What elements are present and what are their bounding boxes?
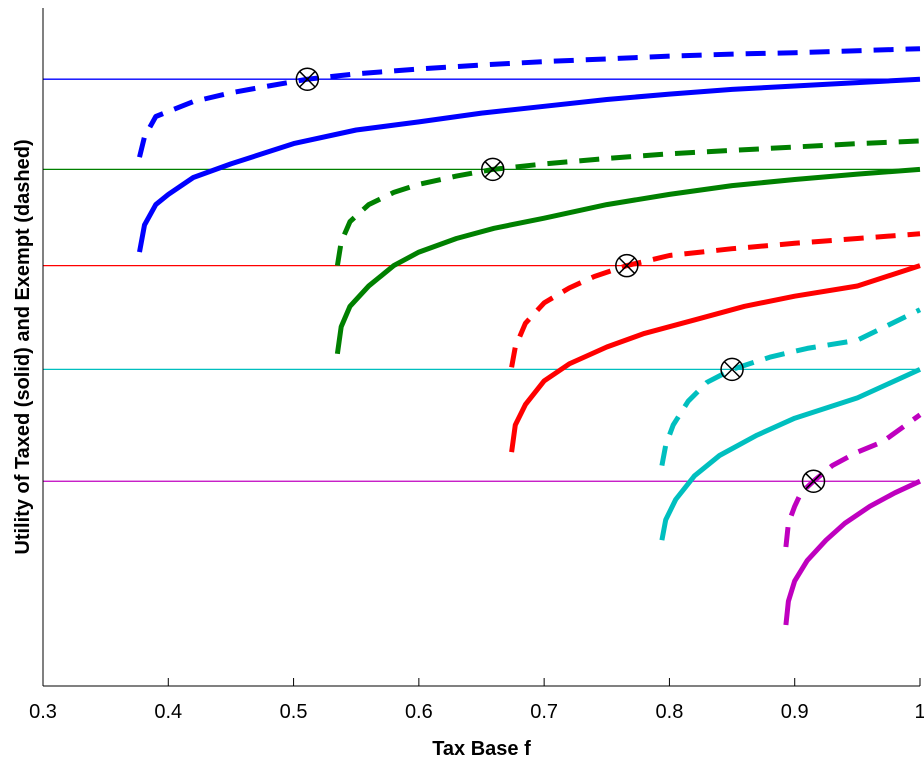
exempt-dashed-curve-1: [137, 46, 921, 158]
exempt-dashed-curve-4: [659, 307, 922, 467]
axes: 0.3 0.4 0.5 0.6 0.7 0.8 0.9 1: [29, 8, 924, 723]
x-tick-label: 0.5: [280, 701, 308, 723]
taxed-solid-curve-3: [509, 263, 921, 453]
x-tick-label: 0.7: [530, 701, 558, 723]
x-axis-title: Tax Base f: [432, 738, 531, 760]
x-tick-label: 1: [914, 701, 924, 723]
crossing-marker-1: [295, 67, 320, 91]
x-ticks: 0.3 0.4 0.5 0.6 0.7 0.8 0.9 1: [29, 678, 924, 723]
crossing-marker-3: [615, 253, 639, 278]
taxed-solid-curve-5: [783, 478, 922, 626]
curves: [137, 46, 922, 626]
x-tick-label: 0.9: [781, 701, 809, 723]
taxed-solid-curve-2: [334, 166, 921, 355]
crossing-marker-5: [801, 469, 826, 493]
plot-area: [43, 46, 922, 626]
x-tick-label: 0.4: [154, 701, 182, 723]
x-tick-label: 0.3: [29, 701, 57, 723]
taxed-solid-curve-1: [137, 76, 921, 253]
crossing-marker-2: [481, 157, 505, 182]
x-tick-label: 0.6: [405, 701, 433, 723]
exempt-dashed-curve-3: [509, 231, 921, 368]
crossing-markers: [295, 67, 826, 493]
y-axis-title: Utility of Taxed (solid) and Exempt (das…: [12, 139, 34, 554]
x-tick-label: 0.8: [656, 701, 684, 723]
taxed-solid-curve-4: [659, 367, 922, 541]
crossing-marker-4: [720, 357, 744, 382]
